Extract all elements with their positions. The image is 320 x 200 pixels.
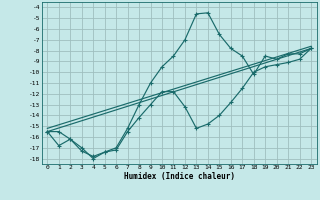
X-axis label: Humidex (Indice chaleur): Humidex (Indice chaleur) — [124, 172, 235, 181]
